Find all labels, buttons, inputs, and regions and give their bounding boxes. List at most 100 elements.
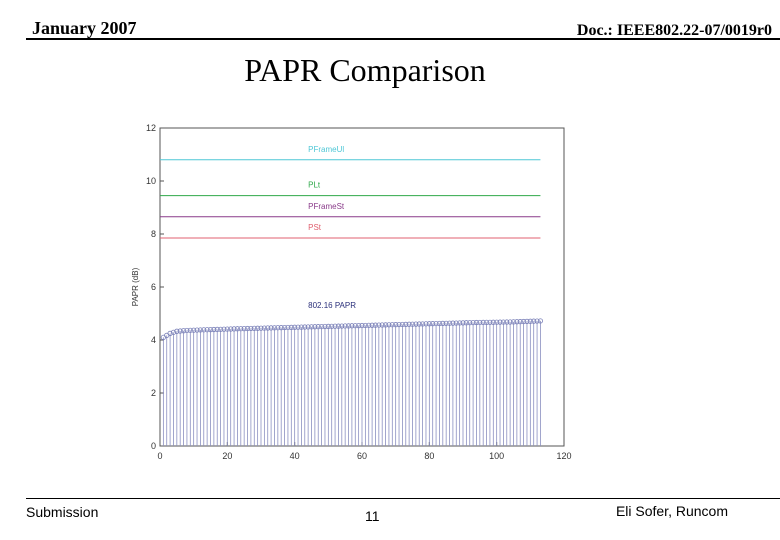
- reference-line-label: PFrameSt: [308, 202, 345, 211]
- stem-marker: [335, 323, 342, 329]
- stem-marker: [386, 322, 392, 328]
- page-number: 11: [365, 508, 380, 524]
- stem-marker: [450, 320, 456, 326]
- stem-marker: [477, 319, 483, 326]
- footer-author: Eli Sofer, Runcom: [615, 503, 728, 519]
- stem-marker: [409, 321, 416, 327]
- stem-marker: [430, 321, 436, 327]
- stem-marker: [258, 325, 264, 331]
- stem-marker: [433, 320, 439, 327]
- stem-marker: [241, 326, 247, 332]
- stem-marker: [416, 321, 422, 327]
- stem-marker: [369, 322, 375, 328]
- stem-marker: [366, 322, 372, 328]
- footer-submission: Submission: [26, 504, 99, 520]
- reference-line-label: PSt: [308, 223, 322, 232]
- stem-marker: [288, 324, 294, 330]
- stem-marker: [281, 324, 288, 331]
- stem-marker: [329, 323, 335, 329]
- x-tick-label: 60: [357, 451, 367, 461]
- header-rule: [26, 38, 780, 40]
- stem-marker: [413, 321, 419, 327]
- stem-marker: [319, 323, 325, 330]
- stem-marker: [440, 320, 446, 326]
- stem-marker: [453, 320, 459, 326]
- stem-marker: [514, 319, 520, 325]
- stem-marker: [184, 327, 190, 334]
- stem-marker: [507, 319, 513, 325]
- y-tick-label: 6: [151, 282, 156, 292]
- stem-marker: [224, 326, 230, 332]
- stem-marker: [261, 325, 267, 331]
- stem-marker: [339, 323, 345, 329]
- stem-marker: [177, 328, 183, 334]
- stem-marker: [399, 321, 405, 328]
- stem-marker: [315, 324, 321, 330]
- stem-marker: [403, 321, 409, 327]
- slide-title: PAPR Comparison: [244, 52, 486, 88]
- stem-marker: [298, 324, 304, 330]
- stem-marker: [426, 321, 432, 327]
- stem-marker: [382, 322, 389, 328]
- stem-marker: [234, 326, 241, 332]
- stem-marker: [325, 323, 331, 329]
- stem-marker: [275, 325, 281, 331]
- stem-marker: [443, 320, 449, 326]
- stem-marker: [211, 326, 217, 333]
- stem-marker: [218, 326, 224, 332]
- stem-marker: [221, 326, 227, 332]
- x-tick-label: 20: [222, 451, 232, 461]
- stem-marker: [349, 323, 355, 329]
- stem-marker: [170, 329, 177, 335]
- x-tick-label: 40: [290, 451, 300, 461]
- stem-marker: [248, 325, 254, 332]
- stem-marker: [292, 324, 298, 330]
- stem-marker: [278, 325, 284, 331]
- stem-marker: [191, 327, 197, 333]
- chart-svg: 0 20 40 60 80 100 120 0 2 4 6 8 10 12 PAPR (dB) PFrameU…: [131, 123, 572, 461]
- stem-marker: [362, 322, 368, 329]
- stem-marker: [332, 323, 338, 329]
- stem-marker: [500, 319, 506, 325]
- stem-marker: [167, 330, 173, 336]
- stem-marker: [446, 320, 453, 326]
- stem-marker: [342, 323, 348, 329]
- stem-marker: [372, 322, 379, 328]
- papr-chart: 0 20 40 60 80 100 120 0 2 4 6 8 10 12 PAPR (dB) PFrameU…: [122, 112, 580, 470]
- y-tick-label: 10: [146, 176, 156, 186]
- series-label: 802.16 PAPR: [308, 301, 356, 310]
- stem-marker: [467, 320, 473, 326]
- stem-marker: [389, 322, 395, 328]
- stem-marker: [231, 326, 237, 332]
- reference-line-label: PFrameUl: [308, 145, 344, 154]
- header-doc-id: Doc.: IEEE802.22-07/0019r0: [576, 22, 772, 39]
- stem-marker: [207, 327, 214, 333]
- stem-marker: [244, 325, 251, 332]
- x-tick-label: 100: [489, 451, 504, 461]
- stem-marker: [201, 327, 207, 333]
- y-tick-label: 2: [151, 388, 156, 398]
- stem-marker: [204, 327, 210, 333]
- stem-marker: [345, 323, 352, 329]
- stem-marker: [463, 320, 469, 326]
- stem-marker: [537, 318, 544, 324]
- stem-marker: [524, 318, 530, 324]
- stem-marker: [308, 324, 315, 330]
- stem-marker: [487, 319, 493, 325]
- x-tick-label: 120: [556, 451, 571, 461]
- stem-marker: [302, 324, 308, 330]
- stem-marker: [470, 319, 476, 326]
- stem-marker: [187, 327, 193, 333]
- y-tick-label: 8: [151, 229, 156, 239]
- stem-marker: [460, 320, 466, 326]
- stem-marker: [174, 328, 180, 334]
- footer-rule: [26, 498, 780, 499]
- stem-marker: [423, 321, 429, 327]
- stem-marker: [504, 319, 510, 325]
- stem-marker: [255, 325, 261, 331]
- stem-marker: [268, 325, 274, 331]
- stem-marker: [197, 327, 204, 333]
- x-tick-label: 0: [157, 451, 162, 461]
- x-tick-label: 80: [424, 451, 434, 461]
- stem-marker: [436, 320, 443, 327]
